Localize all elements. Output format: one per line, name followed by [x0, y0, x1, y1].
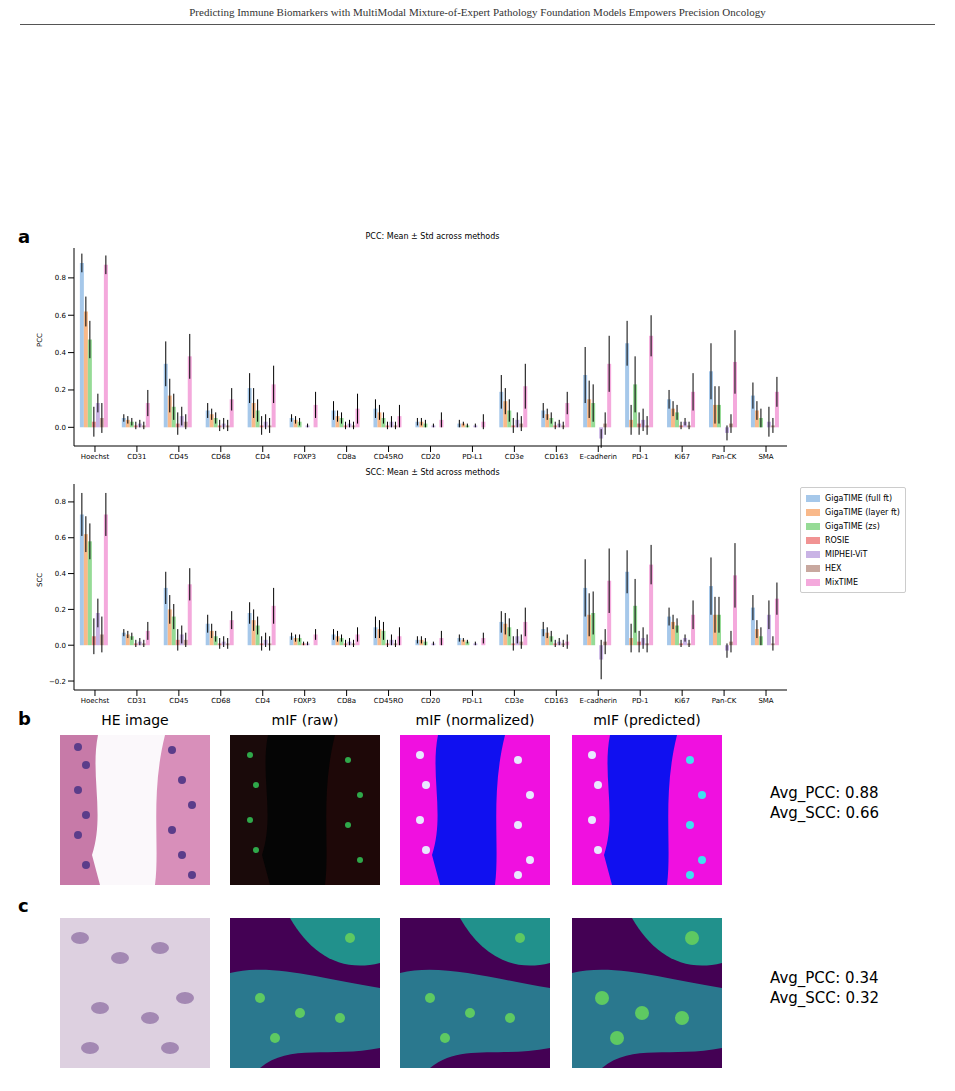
html-text:mIF (raw): mIF (raw): [271, 712, 339, 728]
svg-text:CD68: CD68: [211, 697, 230, 705]
html-text:MIPHEI-ViT: MIPHEI-ViT: [825, 549, 868, 559]
svg-text:SCC: SCC: [36, 573, 44, 587]
svg-text:0.0: 0.0: [55, 424, 66, 432]
svg-text:CD45RO: CD45RO: [374, 453, 404, 461]
svg-text:E-cadherin: E-cadherin: [579, 453, 617, 461]
svg-text:CD4: CD4: [255, 453, 270, 461]
html-text:Avg_SCC: 0.32: Avg_SCC: 0.32: [770, 989, 879, 1007]
html-text:Predicting Immune Biomarkers w: Predicting Immune Biomarkers with MultiM…: [189, 6, 766, 18]
svg-text:CD8a: CD8a: [337, 697, 356, 705]
svg-text:0.4: 0.4: [55, 570, 67, 578]
svg-text:−0.2: −0.2: [49, 678, 66, 686]
svg-text:CD3e: CD3e: [505, 697, 524, 705]
html-text:GigaTIME (layer ft): GigaTIME (layer ft): [825, 507, 900, 517]
svg-text:CD31: CD31: [127, 697, 146, 705]
html-text:HEX: HEX: [825, 563, 842, 573]
svg-text:PD-1: PD-1: [632, 453, 649, 461]
html-text:HE image: HE image: [101, 712, 169, 728]
svg-text:Pan-CK: Pan-CK: [712, 453, 737, 461]
html-text:mIF (predicted): mIF (predicted): [593, 712, 701, 728]
svg-text:E-cadherin: E-cadherin: [579, 697, 617, 705]
html-text:MixTIME: MixTIME: [825, 577, 859, 587]
svg-text:0.6: 0.6: [55, 534, 67, 542]
svg-text:FOXP3: FOXP3: [293, 697, 316, 705]
html-text:a: a: [18, 226, 31, 247]
svg-text:0.4: 0.4: [55, 349, 67, 357]
svg-text:PD-1: PD-1: [632, 697, 649, 705]
html-text:SCC: Mean ± Std across methods: SCC: Mean ± Std across methods: [365, 468, 500, 477]
svg-text:0.2: 0.2: [55, 606, 66, 614]
html-text:b: b: [18, 708, 31, 729]
svg-text:Pan-CK: Pan-CK: [712, 697, 737, 705]
html-text:GigaTIME (full ft): GigaTIME (full ft): [825, 493, 893, 503]
html-text:c: c: [18, 895, 29, 916]
svg-text:CD8a: CD8a: [337, 453, 356, 461]
svg-text:CD163: CD163: [545, 453, 569, 461]
svg-text:CD31: CD31: [127, 453, 146, 461]
svg-text:CD20: CD20: [421, 453, 440, 461]
svg-text:CD45RO: CD45RO: [374, 697, 404, 705]
html-text:Avg_PCC: 0.34: Avg_PCC: 0.34: [770, 969, 879, 987]
svg-text:CD4: CD4: [255, 697, 270, 705]
html-text:Avg_PCC: 0.88: Avg_PCC: 0.88: [770, 784, 879, 802]
svg-text:PD-L1: PD-L1: [462, 453, 483, 461]
svg-text:Hoechst: Hoechst: [81, 453, 110, 461]
html-text:PCC: Mean ± Std across methods: PCC: Mean ± Std across methods: [365, 232, 500, 241]
html-text:mIF (normalized): mIF (normalized): [415, 712, 535, 728]
svg-text:CD20: CD20: [421, 697, 440, 705]
svg-text:PD-L1: PD-L1: [462, 697, 483, 705]
svg-text:Ki67: Ki67: [674, 697, 689, 705]
svg-text:CD45: CD45: [169, 453, 188, 461]
svg-text:SMA: SMA: [758, 697, 773, 705]
svg-text:SMA: SMA: [758, 453, 773, 461]
svg-text:0.8: 0.8: [55, 274, 66, 282]
svg-text:Hoechst: Hoechst: [81, 697, 110, 705]
svg-text:CD45: CD45: [169, 697, 188, 705]
svg-text:CD3e: CD3e: [505, 453, 524, 461]
svg-text:0.6: 0.6: [55, 312, 67, 320]
svg-text:0.8: 0.8: [55, 498, 66, 506]
html-text:GigaTIME (zs): GigaTIME (zs): [825, 521, 880, 531]
svg-text:CD68: CD68: [211, 453, 230, 461]
svg-text:0.2: 0.2: [55, 386, 66, 394]
svg-text:PCC: PCC: [36, 333, 44, 347]
html-text:Avg_SCC: 0.66: Avg_SCC: 0.66: [770, 804, 879, 822]
svg-text:Ki67: Ki67: [674, 453, 689, 461]
html-text:ROSIE: ROSIE: [825, 535, 850, 545]
svg-text:CD163: CD163: [545, 697, 569, 705]
svg-text:FOXP3: FOXP3: [293, 453, 316, 461]
svg-text:0.0: 0.0: [55, 642, 66, 650]
